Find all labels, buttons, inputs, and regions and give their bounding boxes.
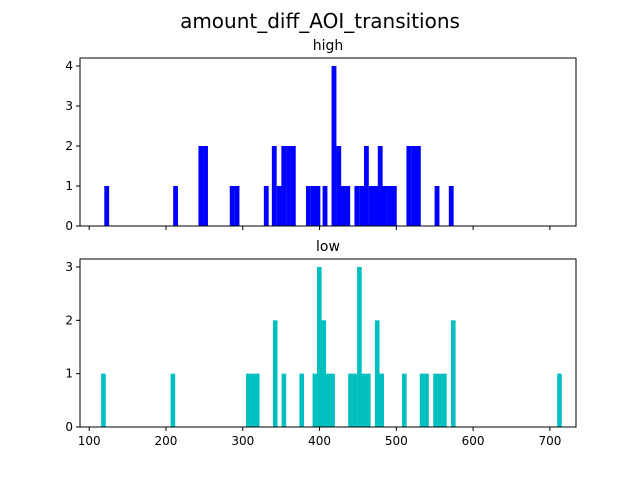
high-histogram-bar — [406, 146, 412, 226]
low-histogram-bar — [254, 373, 260, 427]
high-histogram-bar — [415, 146, 421, 226]
high-histogram-bar — [286, 146, 291, 226]
high-histogram-bar — [306, 186, 311, 226]
high-histogram-bar — [229, 186, 235, 226]
high-histogram-bar — [382, 186, 388, 226]
low-histogram-bar — [325, 373, 331, 427]
high-y-tick-label: 2 — [65, 139, 73, 153]
high-y-tick-label: 3 — [65, 99, 73, 113]
high-histogram-bar — [104, 186, 110, 226]
high-histogram-bar — [363, 146, 369, 226]
high-histogram-bar — [263, 186, 269, 226]
low-histogram-bar — [424, 373, 429, 427]
low-y-tick-label: 3 — [65, 260, 73, 274]
high-histogram-bar — [234, 186, 240, 226]
low-histogram-bar — [170, 373, 176, 427]
low-histogram-bar — [442, 373, 447, 427]
low-histogram-bar — [402, 373, 407, 427]
low-histogram-bar — [281, 373, 287, 427]
low-histogram-bar — [357, 267, 362, 427]
low-histogram-panel: low 0 1 2 3 100 200 300 400 500 600 700 — [65, 239, 577, 448]
high-histogram-bar — [411, 146, 417, 226]
high-histogram-bar — [434, 186, 440, 226]
low-histogram-bar — [437, 373, 443, 427]
low-x-tick-label: 600 — [462, 434, 485, 448]
low-y-tick-label: 2 — [65, 313, 73, 327]
high-histogram-bar — [310, 186, 316, 226]
high-histogram-bar — [198, 146, 204, 226]
high-histogram-bar — [331, 66, 337, 226]
low-histogram-bar — [272, 320, 278, 427]
low-subplot-title: low — [316, 239, 340, 255]
low-histogram-bar — [321, 320, 327, 427]
high-y-tick-label: 0 — [65, 219, 73, 233]
low-histogram-bar — [374, 320, 380, 427]
low-histogram-bar — [361, 373, 367, 427]
high-histogram-bar — [387, 186, 392, 226]
high-histogram-panel: high 0 1 2 3 4 — [65, 38, 577, 233]
high-histogram-bar — [315, 186, 321, 226]
low-x-tick-label: 100 — [78, 434, 101, 448]
low-x-tick-label: 700 — [538, 434, 561, 448]
low-histogram-bar — [246, 373, 251, 427]
high-histogram-bar — [281, 146, 287, 226]
high-histogram-bar — [340, 186, 346, 226]
low-y-tick-label: 1 — [65, 367, 73, 381]
high-histogram-bar — [448, 186, 454, 226]
low-histogram-bar — [299, 373, 305, 427]
high-y-tick-label: 4 — [65, 59, 73, 73]
low-histogram-bar — [317, 267, 322, 427]
high-histogram-bar — [271, 146, 277, 226]
high-y-tick-label: 1 — [65, 179, 73, 193]
high-histogram-bar — [336, 146, 342, 226]
high-histogram-bar — [377, 146, 383, 226]
low-x-tick-label: 300 — [231, 434, 254, 448]
high-histogram-bar — [322, 186, 328, 226]
high-histogram-bar — [368, 186, 374, 226]
low-histogram-bar — [451, 320, 456, 427]
high-axes-frame — [79, 57, 577, 227]
low-histogram-bar — [330, 373, 335, 427]
low-histogram-bar — [419, 373, 425, 427]
low-x-tick-label: 400 — [308, 434, 331, 448]
low-x-tick-label: 500 — [385, 434, 408, 448]
high-histogram-bar — [391, 186, 397, 226]
high-histogram-bar — [373, 186, 379, 226]
low-histogram-bar — [312, 373, 318, 427]
high-histogram-bar — [203, 146, 208, 226]
high-histogram-bar — [290, 146, 296, 226]
low-histogram-bar — [348, 373, 353, 427]
low-histogram-bar — [557, 373, 562, 427]
high-histogram-bar — [276, 186, 282, 226]
low-axes-frame — [79, 258, 577, 428]
high-histogram-bar — [345, 186, 351, 226]
low-y-tick-label: 0 — [65, 420, 73, 434]
high-histogram-bar — [359, 186, 365, 226]
high-histogram-bar — [354, 186, 360, 226]
low-x-tick-label: 200 — [155, 434, 178, 448]
low-histogram-bar — [250, 373, 256, 427]
low-histogram-bar — [433, 373, 438, 427]
high-subplot-title: high — [313, 38, 344, 54]
low-histogram-bar — [379, 373, 384, 427]
figure-title: amount_diff_AOI_transitions — [180, 9, 460, 33]
low-histogram-bar — [366, 373, 371, 427]
high-histogram-bar — [173, 186, 179, 226]
low-histogram-bar — [352, 373, 358, 427]
low-histogram-bar — [101, 373, 106, 427]
